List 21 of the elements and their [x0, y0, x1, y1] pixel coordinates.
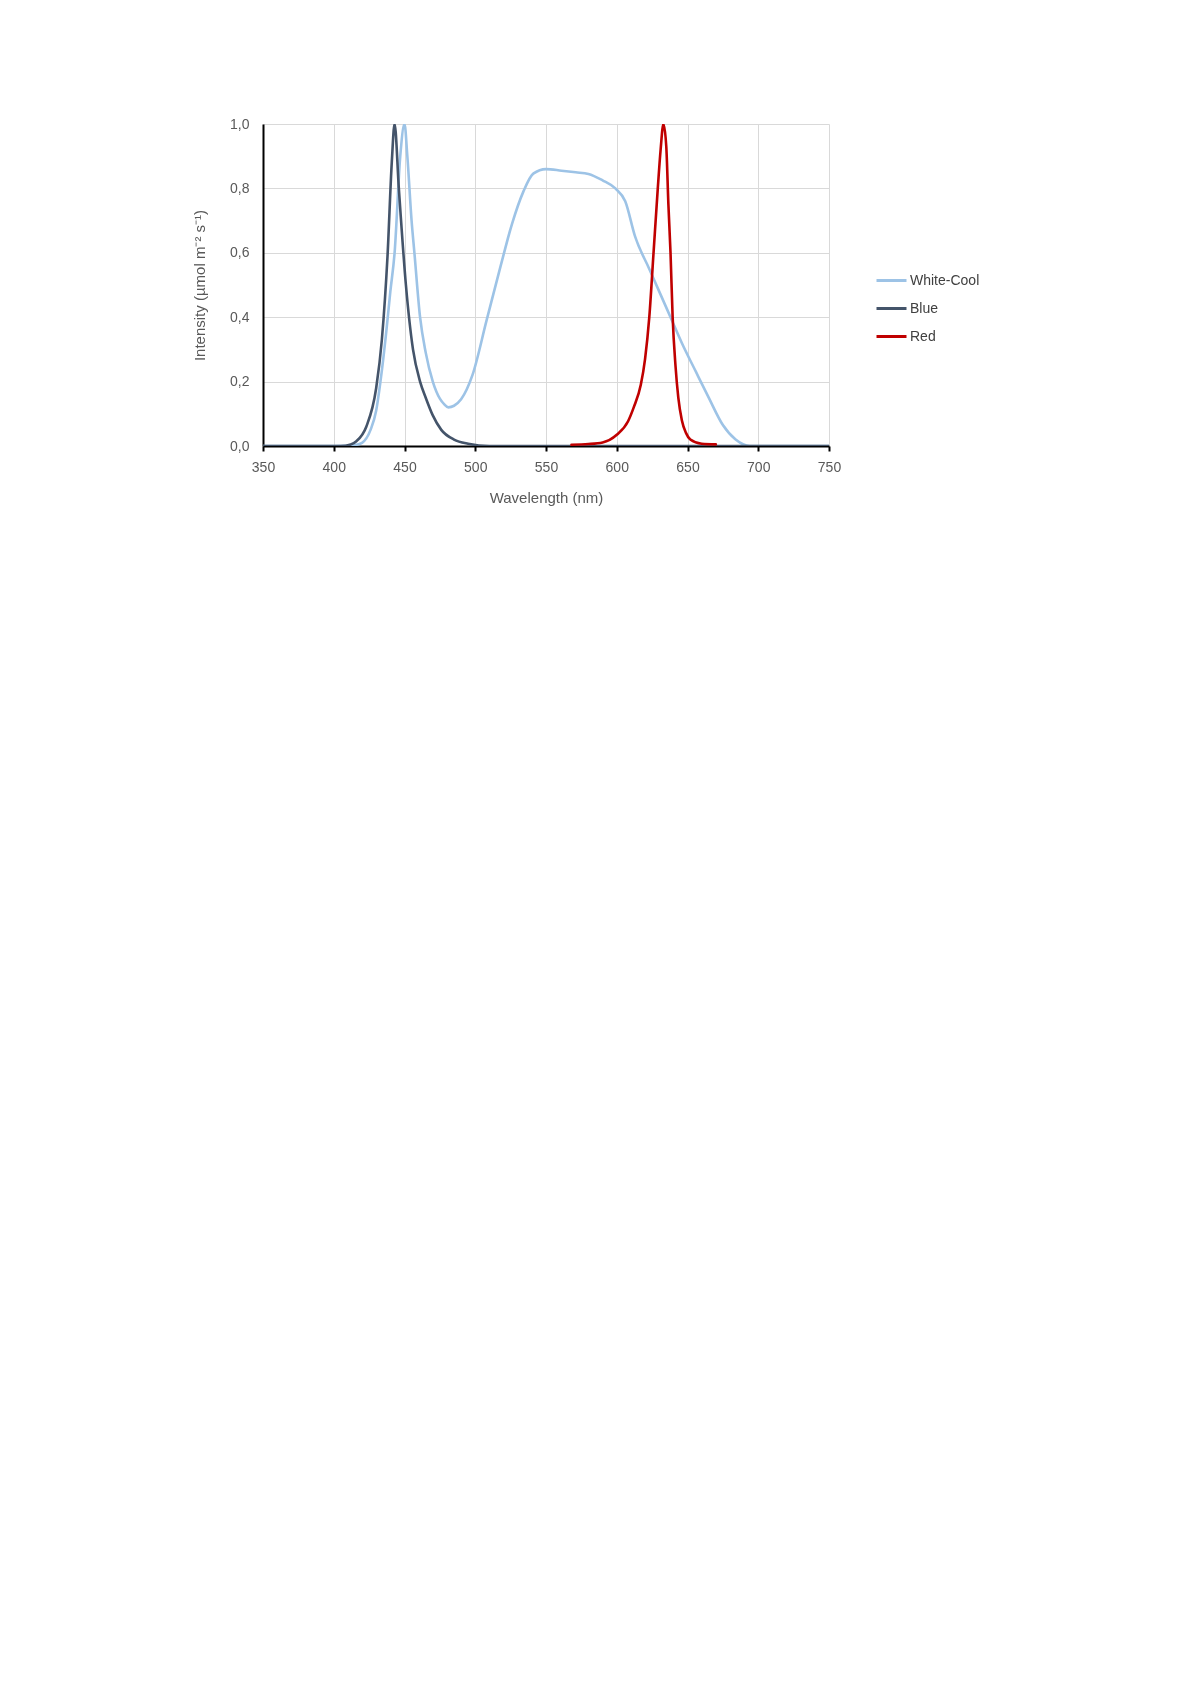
y-tick-label: 0,8: [230, 179, 250, 196]
x-tick-label: 450: [393, 458, 417, 475]
x-tick-label: 600: [605, 458, 630, 475]
y-tick-label: 0,6: [230, 244, 250, 261]
x-tick-label: 400: [322, 458, 347, 475]
y-axis-title: Intensity (µmol m⁻² s⁻¹): [191, 209, 209, 362]
y-tick-label: 0,2: [230, 373, 250, 390]
legend-label: Red: [910, 327, 936, 344]
line-series: [570, 124, 718, 446]
x-tick-label: 700: [747, 458, 771, 475]
y-tick-label: 1,0: [230, 115, 250, 132]
y-tick-label: 0,0: [230, 437, 250, 454]
y-tick-label: 0,4: [230, 308, 250, 325]
x-axis-title: Wavelength (nm): [489, 488, 604, 506]
legend-label: Blue: [910, 299, 939, 316]
x-tick-label: 750: [817, 458, 842, 475]
x-tick-label: 550: [534, 458, 559, 475]
legend-label: White-Cool: [910, 271, 980, 288]
x-tick-label: 500: [464, 458, 488, 475]
x-tick-label: 650: [676, 458, 700, 475]
x-tick-label: 350: [251, 458, 276, 475]
